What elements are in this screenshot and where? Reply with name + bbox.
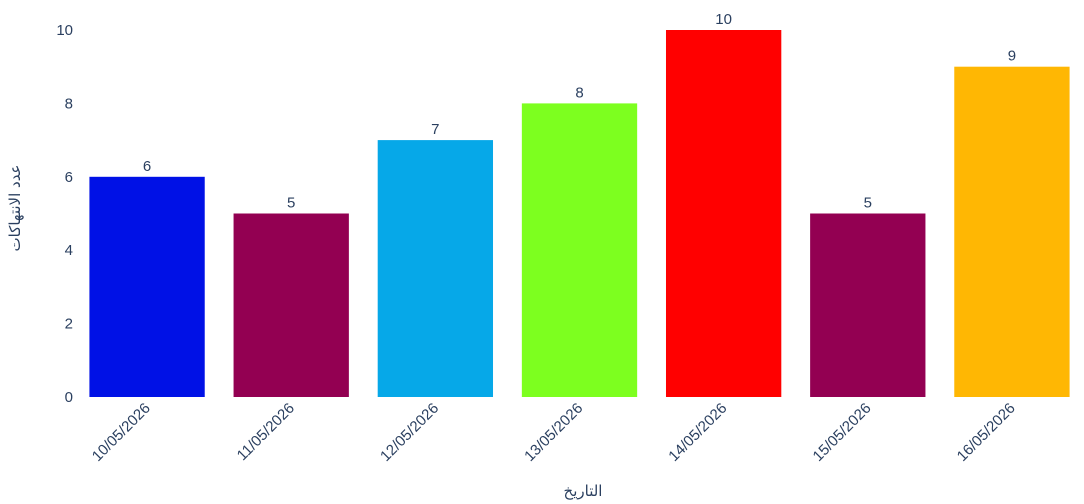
x-tick-label: 10/05/2026 xyxy=(89,400,154,465)
x-tick-label: 14/05/2026 xyxy=(665,400,730,465)
y-axis-title: عدد الانتهاكات xyxy=(6,164,24,251)
x-tick-label: 11/05/2026 xyxy=(234,400,298,464)
y-tick-label: 2 xyxy=(65,316,73,333)
bar[interactable] xyxy=(233,213,349,398)
y-tick-label: 8 xyxy=(65,95,73,112)
bar-value-label: 10 xyxy=(715,11,732,28)
bar[interactable] xyxy=(810,213,926,398)
bar-value-label: 5 xyxy=(864,195,872,212)
bar-value-label: 9 xyxy=(1008,48,1016,65)
x-tick-label: 15/05/2026 xyxy=(810,400,875,465)
y-tick-label: 6 xyxy=(65,169,73,186)
y-tick-label: 10 xyxy=(56,22,73,39)
bar-value-label: 8 xyxy=(575,84,583,101)
bar-value-label: 6 xyxy=(143,158,151,175)
bar-value-label: 7 xyxy=(431,121,439,138)
x-axis-ticks: 10/05/2026 11/05/2026 12/05/2026 13/05/2026… xyxy=(89,400,1019,465)
x-tick-label: 12/05/2026 xyxy=(377,400,442,465)
x-tick-label: 16/05/2026 xyxy=(954,400,1019,465)
y-tick-label: 4 xyxy=(65,242,73,259)
bar[interactable] xyxy=(954,66,1070,397)
bar-value-label: 5 xyxy=(287,195,295,212)
bar[interactable] xyxy=(89,176,205,397)
x-axis-title: التاريخ xyxy=(564,482,603,500)
y-axis-ticks: 0 2 4 6 8 10 xyxy=(56,22,73,406)
y-tick-label: 0 xyxy=(65,389,73,406)
bars xyxy=(89,30,1070,398)
bar[interactable] xyxy=(377,140,494,397)
data-labels: 6 5 7 8 10 5 9 xyxy=(143,11,1016,212)
x-tick-label: 13/05/2026 xyxy=(521,400,586,465)
bar[interactable] xyxy=(665,30,782,397)
bar[interactable] xyxy=(521,103,638,398)
